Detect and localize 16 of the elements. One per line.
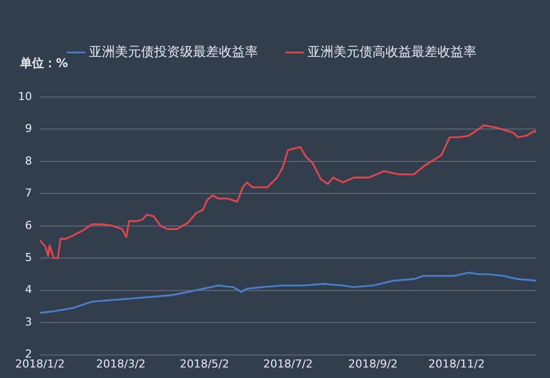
y-tick-label: 4: [24, 283, 32, 296]
x-tick-label: 2018/5/2: [180, 357, 230, 370]
x-tick-label: 2018/7/2: [263, 357, 313, 370]
x-tick-label: 2018/9/2: [348, 357, 398, 370]
x-tick-label: 2018/11/2: [428, 357, 485, 370]
y-tick-label: 10: [18, 90, 32, 103]
x-tick-label: 2018/3/2: [96, 357, 146, 370]
y-tick-label: 9: [24, 122, 32, 136]
y-tick-label: 5: [24, 250, 32, 264]
text: 单位：%: [20, 55, 68, 72]
y-tick-label: 7: [24, 186, 32, 200]
legend-label: 亚洲美元债投资级最差收益率: [89, 44, 258, 60]
y-tick-label: 6: [24, 218, 32, 232]
y-tick-label: 8: [24, 154, 32, 168]
legend-label: 亚洲美元债高收益最差收益率: [308, 44, 476, 60]
y-tick-label: 3: [24, 315, 32, 328]
